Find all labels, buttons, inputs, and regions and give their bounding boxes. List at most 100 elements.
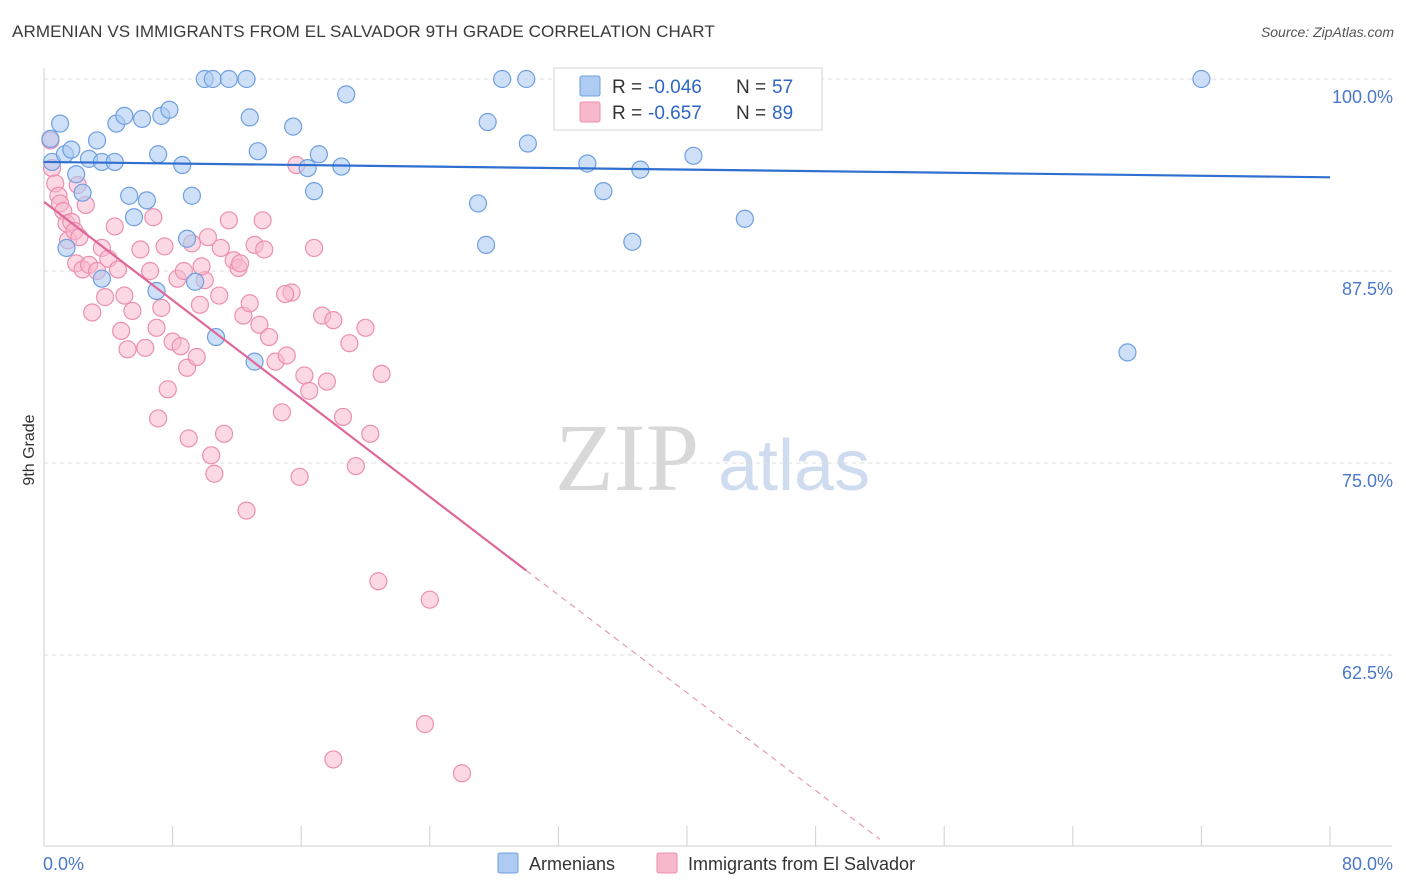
trend-lines bbox=[43, 160, 1331, 840]
salvador-swatch bbox=[579, 101, 601, 123]
salvador-point bbox=[115, 286, 134, 305]
salvador-point bbox=[187, 347, 206, 367]
armenian-point bbox=[120, 186, 139, 205]
watermark-zip: ZIP bbox=[555, 404, 699, 511]
salvador-point bbox=[214, 424, 234, 443]
armenian-point bbox=[309, 145, 328, 164]
salvador-point bbox=[295, 366, 314, 385]
salvador-point bbox=[324, 750, 343, 769]
salvador-point bbox=[372, 364, 391, 384]
y-tick-label: 75.0% bbox=[1342, 471, 1393, 491]
salvador-n-label: N = bbox=[736, 103, 766, 124]
salvador-point bbox=[369, 572, 388, 591]
salvador-point bbox=[171, 337, 190, 356]
salvador-trend-extension bbox=[525, 570, 881, 840]
salvador-point bbox=[304, 238, 324, 258]
armenian-r-label: R = bbox=[612, 77, 642, 98]
salvador-point bbox=[290, 467, 309, 486]
armenian-point bbox=[73, 183, 92, 202]
salvador-point bbox=[205, 464, 224, 483]
armenian-r-value: -0.046 bbox=[648, 77, 702, 98]
salvador-point bbox=[340, 334, 359, 353]
salvador-point bbox=[149, 409, 168, 428]
armenian-point bbox=[735, 209, 754, 228]
armenian-point bbox=[124, 208, 144, 227]
salvador-r-label: R = bbox=[612, 103, 642, 124]
axes bbox=[43, 68, 1392, 847]
salvador-point bbox=[277, 346, 296, 365]
salvador-point bbox=[276, 284, 295, 304]
x-tick-labels: 0.0% 80.0% bbox=[43, 854, 1393, 874]
salvador-point bbox=[211, 238, 230, 258]
armenian-point bbox=[149, 145, 168, 164]
salvador-point bbox=[112, 321, 131, 341]
armenian-point bbox=[115, 106, 134, 125]
salvador-point bbox=[174, 261, 193, 281]
salvador-point bbox=[140, 261, 160, 281]
armenian-point bbox=[87, 131, 107, 150]
salvador-point bbox=[231, 254, 250, 273]
y-tick-labels: 62.5% 75.0% 87.5% 100.0% bbox=[1332, 87, 1393, 683]
watermark: ZIP atlas bbox=[555, 404, 870, 511]
armenian-point bbox=[478, 112, 497, 132]
series-legend: Armenians Immigrants from El Salvador bbox=[497, 852, 915, 874]
salvador-trend-line bbox=[43, 201, 527, 572]
salvador-point bbox=[108, 260, 128, 279]
armenian-point bbox=[62, 140, 81, 159]
salvador-point bbox=[324, 311, 343, 330]
armenian-trend-line bbox=[43, 160, 1331, 179]
armenian-point bbox=[518, 134, 537, 153]
salvador-point bbox=[147, 318, 166, 337]
salvador-point bbox=[317, 372, 337, 391]
salvador-point bbox=[272, 403, 292, 422]
x-tick-label: 0.0% bbox=[43, 854, 84, 874]
salvador-point bbox=[333, 407, 353, 427]
armenian-point bbox=[186, 272, 205, 291]
salvador-point bbox=[83, 303, 102, 322]
salvador-point bbox=[346, 456, 365, 476]
salvador-point bbox=[356, 318, 375, 337]
armenian-point bbox=[298, 158, 317, 178]
salvador-r-value: -0.657 bbox=[648, 103, 702, 124]
armenian-point bbox=[50, 114, 70, 133]
armenian-point bbox=[684, 146, 703, 165]
salvador-point bbox=[202, 446, 221, 465]
salvador-point bbox=[240, 294, 259, 313]
armenian-point bbox=[476, 235, 496, 254]
x-tick-label: 80.0% bbox=[1342, 854, 1393, 874]
salvador-point bbox=[123, 301, 142, 321]
salvador-point bbox=[155, 237, 174, 256]
y-tick-label: 87.5% bbox=[1342, 279, 1393, 299]
armenian-point bbox=[67, 165, 86, 184]
salvador-point bbox=[253, 211, 272, 230]
legend-salvador-swatch bbox=[656, 852, 678, 874]
watermark-atlas: atlas bbox=[718, 426, 870, 506]
salvador-point bbox=[210, 286, 229, 305]
salvador-point bbox=[105, 217, 124, 236]
armenian-point bbox=[304, 182, 324, 201]
salvador-point bbox=[250, 315, 269, 334]
armenian-point bbox=[206, 327, 226, 347]
armenian-point bbox=[237, 69, 256, 89]
y-axis-title: 9th Grade bbox=[21, 414, 38, 485]
salvador-point bbox=[420, 590, 439, 609]
armenian-point bbox=[132, 109, 152, 129]
armenian-point bbox=[623, 232, 642, 251]
salvador-point bbox=[179, 429, 198, 448]
armenian-point bbox=[1192, 69, 1211, 89]
axis-ticks bbox=[43, 826, 1331, 846]
salvador-n-value: 89 bbox=[772, 103, 793, 124]
armenian-point bbox=[1118, 343, 1137, 362]
salvador-point bbox=[361, 424, 380, 443]
armenian-point bbox=[57, 238, 76, 258]
salvador-point bbox=[259, 327, 279, 347]
y-tick-label: 62.5% bbox=[1342, 663, 1393, 683]
salvador-point bbox=[152, 298, 171, 317]
armenian-point bbox=[284, 117, 303, 136]
salvador-point bbox=[198, 228, 218, 247]
armenian-point bbox=[337, 85, 356, 104]
armenian-point bbox=[173, 155, 192, 175]
armenian-point bbox=[248, 142, 267, 161]
armenian-point bbox=[147, 281, 166, 301]
